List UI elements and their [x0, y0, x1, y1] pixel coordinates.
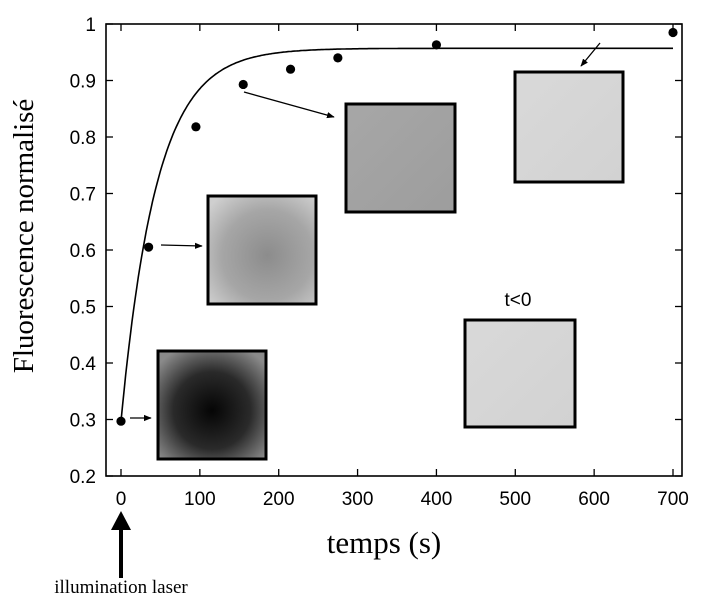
pointer-arrow-t700: [580, 42, 601, 67]
fit-curve: [120, 47, 673, 422]
x-tick-label: 100: [184, 489, 216, 510]
x-tick-label: 300: [342, 489, 374, 510]
y-tick-label: 0.2: [70, 467, 96, 488]
fluorescence-image-t0: [156, 349, 268, 461]
illumination-arrowhead-icon: [111, 511, 131, 530]
x-tick-label: 0: [116, 489, 127, 510]
x-axis-ticks: 0100200300400500600700800: [116, 24, 689, 510]
prebleach-label: t<0: [505, 290, 532, 311]
x-tick-label: 700: [657, 489, 689, 510]
data-points: [116, 27, 678, 426]
data-point: [285, 64, 296, 74]
pointer-arrow-t35: [160, 242, 203, 249]
data-point: [238, 79, 248, 90]
y-tick-label: 1: [85, 15, 96, 36]
y-tick-label: 0.3: [70, 411, 96, 432]
fluorescence-image-prebleach: [463, 318, 577, 429]
fluorescence-image-t35: [206, 194, 318, 306]
y-tick-label: 0.4: [70, 354, 97, 375]
pointer-arrow-t155: [243, 91, 335, 119]
illumination-label: illumination laser: [54, 577, 188, 598]
y-tick-label: 0.8: [70, 128, 96, 149]
x-tick-label: 200: [263, 489, 295, 510]
data-point: [116, 416, 126, 426]
data-point: [431, 40, 442, 50]
x-tick-label: 600: [578, 489, 610, 510]
data-point: [144, 242, 154, 252]
data-point: [191, 122, 201, 132]
data-point: [668, 27, 678, 38]
fluorescence-image-t700: [513, 70, 625, 184]
y-tick-label: 0.9: [70, 72, 96, 93]
y-tick-label: 0.6: [70, 241, 96, 262]
fluorescence-image-t155: [344, 102, 457, 214]
y-axis-ticks: 0.2 0.3 0.4 0.5 0.6 0.7 0.8 0.9 1: [70, 15, 682, 488]
x-tick-label: 500: [499, 489, 531, 510]
y-tick-label: 0.7: [70, 185, 96, 206]
y-tick-label: 0.5: [70, 298, 96, 319]
x-tick-label: 400: [421, 489, 453, 510]
x-axis-label: temps (s): [327, 525, 442, 560]
data-point: [333, 53, 343, 63]
y-axis-label: Fluorescence normalisé: [8, 99, 40, 374]
